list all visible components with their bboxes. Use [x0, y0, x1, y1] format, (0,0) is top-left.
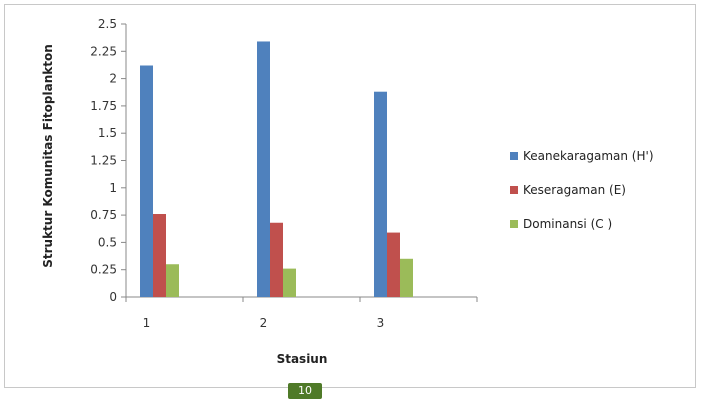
- bar: [387, 232, 400, 297]
- x-tick-label: 3: [377, 316, 385, 330]
- bar: [166, 264, 179, 297]
- y-tick-label: 0.5: [98, 235, 117, 249]
- bar: [257, 41, 270, 297]
- bar: [153, 214, 166, 297]
- y-tick-label: 1.75: [90, 99, 117, 113]
- legend-label: Dominansi (C ): [523, 217, 612, 231]
- y-tick-label: 0.75: [90, 208, 117, 222]
- legend-swatch: [510, 220, 518, 228]
- bar: [140, 65, 153, 297]
- bar: [400, 258, 413, 297]
- y-tick-label: 2.25: [90, 44, 117, 58]
- x-axis-ticks: 1 2 3: [125, 297, 478, 330]
- y-tick-label: 1.5: [98, 126, 117, 140]
- legend: Keanekaragaman (H') Keseragaman (E) Domina…: [510, 149, 654, 231]
- bar: [374, 91, 387, 297]
- y-tick-label: 2: [109, 72, 117, 86]
- legend-swatch: [510, 152, 518, 160]
- chart-frame: 0 0.25 0.5 0.75 1 1.25 1.5 1.75 2 2.25 2.5 1 2 3 Str…: [4, 4, 696, 399]
- x-tick-label: 2: [260, 316, 268, 330]
- legend-label: Keseragaman (E): [523, 183, 626, 197]
- y-tick-label: 1: [109, 181, 117, 195]
- legend-label: Keanekaragaman (H'): [523, 149, 654, 163]
- page-number-badge: 10: [288, 383, 322, 399]
- bar: [270, 222, 283, 297]
- x-tick-label: 1: [143, 316, 151, 330]
- legend-swatch: [510, 186, 518, 194]
- bar: [283, 268, 296, 297]
- y-axis-ticks: 0 0.25 0.5 0.75 1 1.25 1.5 1.75 2 2.25 2.5: [90, 17, 126, 304]
- bars-group: [140, 41, 413, 297]
- bar-chart: 0 0.25 0.5 0.75 1 1.25 1.5 1.75 2 2.25 2.5 1 2 3 Str…: [41, 17, 654, 366]
- y-tick-label: 0: [109, 290, 117, 304]
- y-tick-label: 2.5: [98, 17, 117, 31]
- y-tick-label: 1.25: [90, 154, 117, 168]
- y-axis-title: Struktur Komunitas Fitoplankton: [41, 44, 55, 268]
- y-tick-label: 0.25: [90, 263, 117, 277]
- x-axis-title: Stasiun: [277, 352, 328, 366]
